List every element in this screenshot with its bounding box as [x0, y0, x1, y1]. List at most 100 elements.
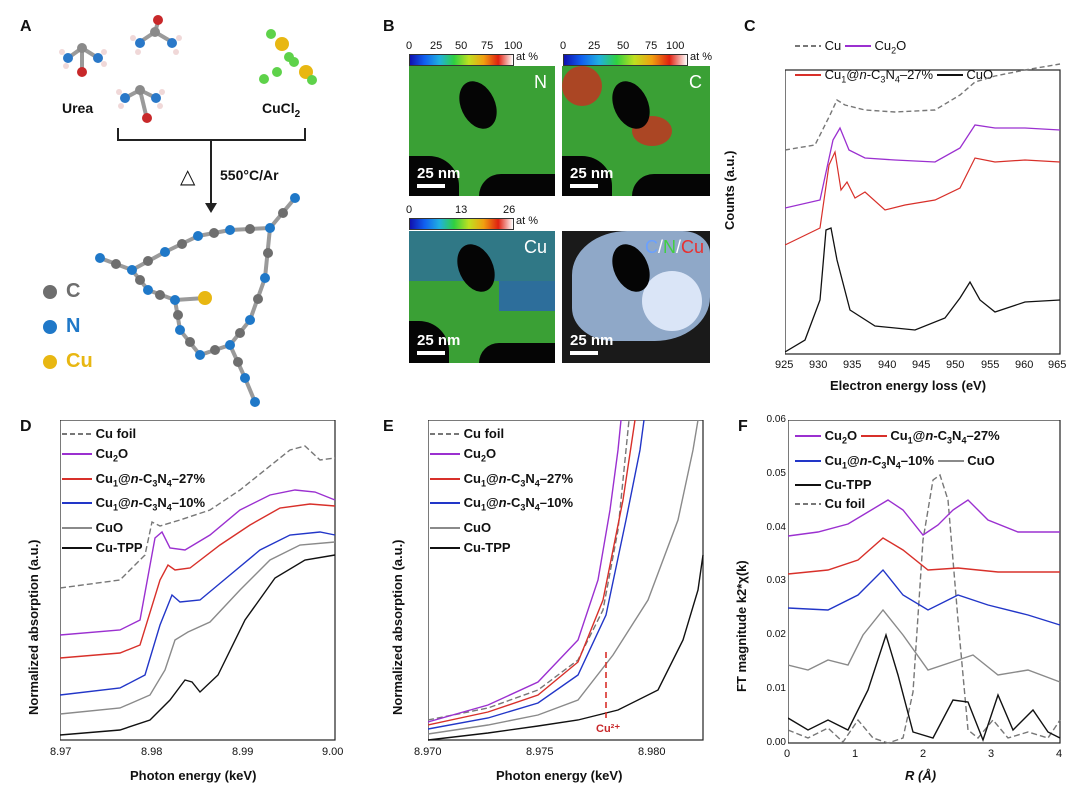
trace-e-cu1-10 — [428, 420, 645, 730]
panel-b-label: B — [383, 18, 395, 35]
network-atoms — [95, 193, 300, 407]
cucl2-label: CuCl2 — [262, 100, 300, 120]
panel-c-label: C — [744, 18, 756, 35]
scalebar-c-label: 25 nm — [570, 165, 614, 182]
cu2-annotation: Cu²⁺ — [596, 723, 621, 735]
trace-f-cu1-10 — [788, 568, 1061, 626]
trace-f-cu2o — [788, 499, 1060, 537]
trace-d-cu1-10 — [60, 531, 336, 696]
panel-c-xticklabels: 925 930 935 940 945 950 955 960 965 — [775, 359, 1067, 371]
legend-n: N — [66, 315, 81, 337]
panel-e-legend: Cu foil Cu2O Cu1@n-C3N4–27% Cu1@n-C3N4–1… — [430, 426, 573, 555]
map-c-element: C — [689, 72, 702, 92]
colorbar-2-tick-4: 100 — [666, 40, 685, 52]
panel-d-xlabel: Photon energy (keV) — [130, 768, 257, 783]
heat-delta-symbol: △ — [180, 166, 196, 188]
panel-d-legend: Cu foil Cu2O Cu1@n-C3N4–27% Cu1@n-C3N4–1… — [62, 426, 205, 555]
colorbar-2-tick-2: 50 — [617, 40, 630, 52]
urea-molecule-1 — [59, 43, 107, 77]
copper-legend-icon — [43, 355, 57, 369]
trace-e-cufoil — [428, 420, 630, 721]
panel-f-xlabel: R (Å) — [905, 768, 937, 783]
panel-e-xticklabels: 8.970 8.975 8.980 — [414, 746, 666, 758]
panel-e-plot — [428, 420, 704, 741]
trace-c-cu — [785, 63, 1061, 151]
trace-d-cu2o — [60, 489, 336, 636]
trace-c-cuo — [785, 227, 1061, 353]
colorbar-3-unit: at % — [516, 215, 539, 227]
panel-c-plot — [785, 63, 1061, 355]
trace-d-cutpp — [60, 554, 336, 736]
trace-f-cutpp — [788, 632, 1061, 743]
panel-f-xticklabels: 0 1 2 3 4 — [784, 748, 1063, 760]
eels-map-c: C 25 nm — [562, 66, 710, 196]
colorbar-3-tick-2: 26 — [503, 204, 516, 216]
panel-f-yticklabels: 0.06 0.05 0.04 0.03 0.02 0.01 0.00 — [766, 414, 786, 748]
legend-cu: Cu — [66, 350, 93, 372]
trace-e-cu2o — [428, 420, 622, 723]
colorbar-1-unit: at % — [516, 51, 539, 63]
merged-c: C — [644, 237, 658, 257]
panel-f-label: F — [738, 418, 748, 435]
merged-sep-1: / — [657, 237, 663, 257]
colorbar-2 — [563, 54, 688, 66]
trace-e-cutpp — [428, 554, 704, 741]
panel-d-plot — [60, 420, 336, 741]
trace-d-cufoil — [60, 445, 336, 589]
urea-label: Urea — [62, 100, 94, 116]
panel-f-plot — [788, 420, 1061, 744]
merged-legend: C/N/Cu — [645, 237, 704, 258]
colorbar-1-tick-1: 25 — [430, 40, 443, 52]
scalebar-c — [570, 184, 598, 188]
colorbar-3 — [409, 218, 514, 230]
legend-c-cu: Cu — [824, 38, 842, 53]
colorbar-3-tick-1: 13 — [455, 204, 468, 216]
scalebar-cu-label: 25 nm — [417, 332, 461, 349]
colorbar-2-tick-0: 0 — [560, 40, 567, 52]
panel-a-label: A — [20, 18, 32, 35]
merged-cu: Cu — [680, 237, 704, 257]
map-cu-element: Cu — [523, 237, 547, 257]
legend-c: C — [66, 280, 81, 302]
trace-f-cufoil — [788, 473, 1061, 744]
panel-f-legend: Cu2O Cu1@n-C3N4–27% Cu1@n-C3N4–10% CuO C… — [795, 428, 1000, 512]
colorbar-1-tick-4: 100 — [504, 40, 523, 52]
nitrogen-legend-icon — [43, 320, 57, 334]
eels-map-cu: Cu 25 nm — [409, 231, 555, 363]
trace-e-cuo — [428, 420, 699, 735]
legend-c-cu2o: Cu2O — [874, 38, 907, 56]
cucl2-sub: 2 — [294, 108, 301, 120]
panel-d-label: D — [20, 418, 32, 435]
carbon-legend-icon — [43, 285, 57, 299]
merged-sep-2: / — [675, 237, 681, 257]
eels-map-merged: C/N/Cu 25 nm — [562, 231, 710, 363]
colorbar-2-unit: at % — [690, 51, 713, 63]
colorbar-1 — [409, 54, 514, 66]
colorbar-1-tick-2: 50 — [455, 40, 468, 52]
panel-f-ylabel: FT magnitude k2*χ(k) — [734, 560, 749, 692]
trace-f-cu1-27 — [788, 537, 1060, 575]
cucl2-main: CuCl — [262, 100, 295, 116]
trace-c-cu1 — [785, 149, 1061, 246]
colorbar-2-tick-3: 75 — [645, 40, 658, 52]
scalebar-n — [417, 184, 445, 188]
panel-c-ylabel: Counts (a.u.) — [722, 150, 737, 230]
map-n-element: N — [534, 72, 547, 92]
panel-e-xlabel: Photon energy (keV) — [496, 768, 623, 783]
scalebar-cu — [417, 351, 445, 355]
panel-a-schematic — [43, 15, 317, 407]
merged-n: N — [662, 237, 676, 257]
trace-e-cu1-27 — [428, 420, 636, 726]
cucl2-cluster-icon — [259, 29, 317, 85]
colorbar-1-tick-3: 75 — [481, 40, 494, 52]
scalebar-merged — [570, 351, 598, 355]
synthesis-condition: 550°C/Ar — [220, 167, 279, 183]
trace-c-cu2o — [785, 124, 1061, 209]
scalebar-merged-label: 25 nm — [570, 332, 614, 349]
trace-f-cuo — [788, 608, 1061, 683]
colorbar-2-tick-1: 25 — [588, 40, 601, 52]
panel-c-xlabel: Electron energy loss (eV) — [830, 378, 987, 393]
panel-d-ylabel: Normalized absorption (a.u.) — [26, 539, 41, 715]
panel-e-label: E — [383, 418, 394, 435]
urea-molecule-2 — [130, 15, 182, 55]
